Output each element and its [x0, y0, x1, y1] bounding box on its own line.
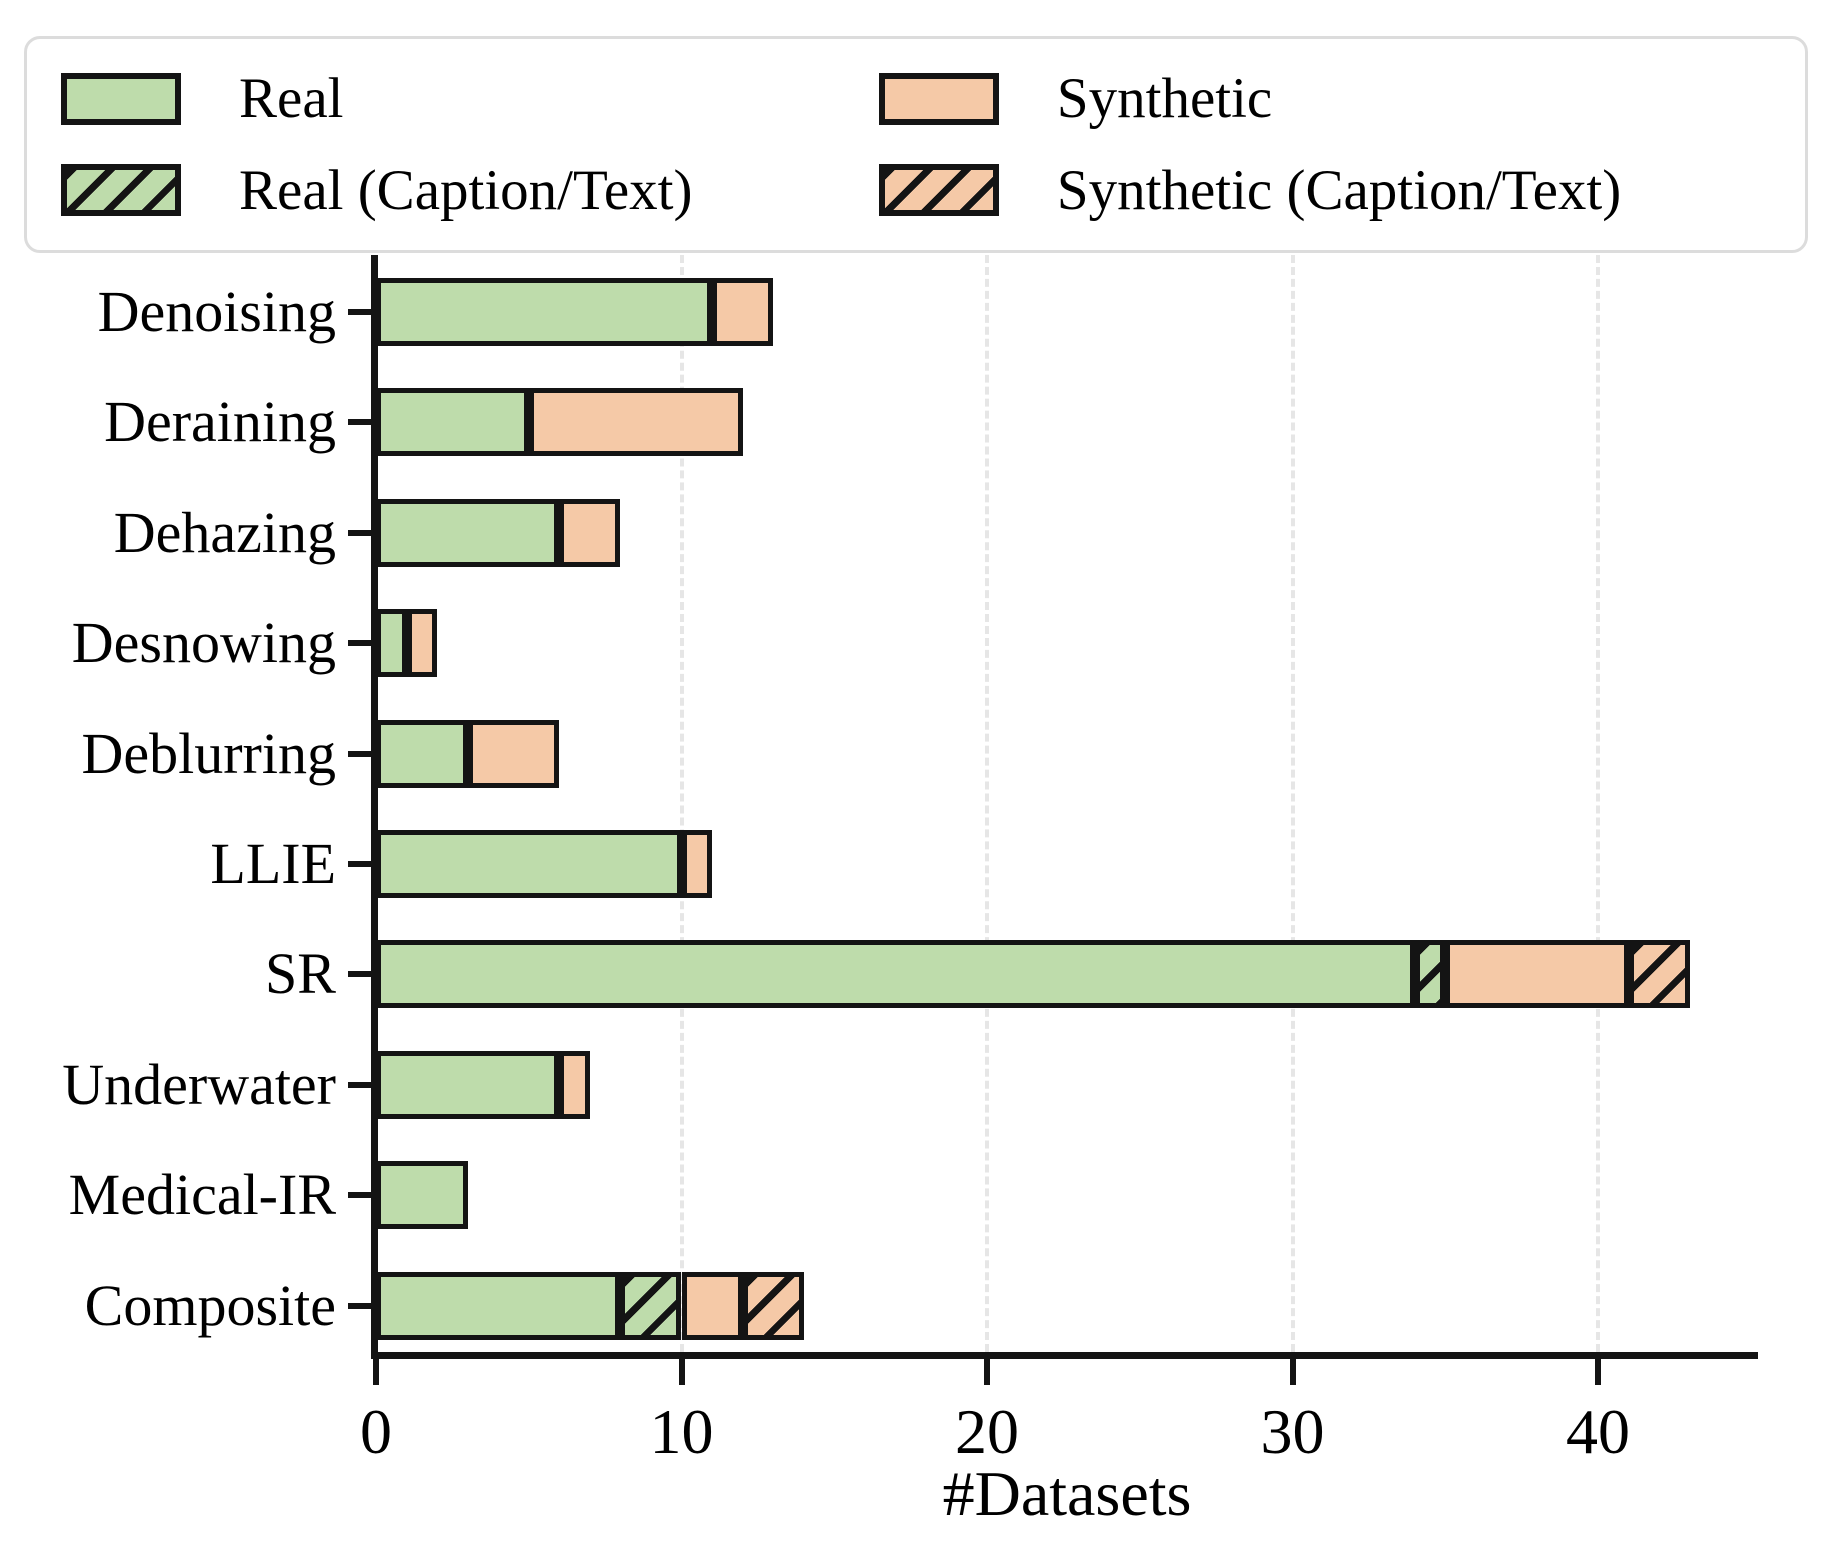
bar-segment-real: [376, 1271, 621, 1340]
x-tick-label: 40: [1566, 1396, 1630, 1467]
y-tick-label: Desnowing: [71, 610, 336, 676]
y-tick-mark: [348, 1081, 371, 1088]
y-tick-mark: [348, 1192, 371, 1199]
y-tick-mark: [348, 529, 371, 536]
y-axis-spine: [371, 255, 378, 1359]
y-tick-mark: [348, 750, 371, 757]
x-axis-label: #Datasets: [942, 1458, 1192, 1529]
legend-item-synthetic-hatched: Synthetic (Caption/Text): [878, 158, 1795, 222]
y-tick-mark: [348, 309, 371, 315]
bar-segment-real: [376, 1161, 468, 1230]
legend-swatch-synthetic-solid: [878, 72, 999, 125]
bar-segment-real: [376, 830, 682, 898]
y-tick-label: LLIE: [210, 831, 336, 896]
bar-segment-synthetic: [712, 278, 774, 346]
gridline-x20: [985, 255, 989, 1352]
bar-segment-real: [376, 719, 468, 788]
legend-label: Real: [239, 67, 344, 131]
x-tick-mark: [373, 1359, 379, 1385]
gridline-x30: [1290, 255, 1295, 1352]
bar-segment-synthetic: [681, 1271, 743, 1340]
y-tick-label: Medical-IR: [68, 1162, 336, 1228]
legend-item-real-hatched: Real (Caption/Text): [61, 162, 879, 219]
legend-swatch-real-solid: [61, 72, 181, 125]
legend: Real Real (Caption/Text) Synthetic Syntheti…: [24, 36, 1808, 253]
x-tick-label: 10: [649, 1396, 714, 1467]
y-tick-mark: [348, 971, 371, 978]
bar-segment-synthetic: [559, 1050, 590, 1119]
legend-swatch-real-hatched: [61, 164, 181, 217]
bar-segment-synthetic: [559, 498, 621, 567]
y-tick-mark: [348, 861, 371, 867]
bar-segment-real-caption-text: [1414, 940, 1446, 1009]
y-tick-label: Deblurring: [81, 720, 337, 786]
legend-label: Synthetic (Caption/Text): [1056, 158, 1622, 222]
x-tick-mark: [1289, 1359, 1296, 1385]
bar-segment-real: [376, 388, 529, 457]
y-tick-label: Deraining: [104, 389, 336, 455]
bar-segment-synthetic: [681, 830, 713, 898]
legend-swatch-synthetic-hatched: [878, 164, 999, 217]
bar-segment-real: [376, 940, 1415, 1009]
bar-segment-synthetic: [528, 388, 743, 457]
gridline-x40: [1596, 255, 1600, 1352]
bar-segment-synthetic: [1445, 940, 1629, 1009]
y-tick-label: Underwater: [62, 1051, 336, 1117]
bar-segment-real: [376, 609, 407, 678]
x-tick-mark: [1595, 1359, 1601, 1385]
legend-item-real-solid: Real: [61, 70, 879, 127]
bar-segment-real: [376, 278, 713, 346]
x-tick-label: 20: [955, 1396, 1019, 1467]
x-tick-label: 0: [360, 1396, 392, 1467]
legend-label: Synthetic: [1056, 67, 1273, 131]
bar-segment-synthetic-caption-text: [1628, 940, 1690, 1009]
bar-segment-real: [376, 1050, 560, 1119]
bar-segment-synthetic-caption-text: [742, 1271, 804, 1340]
x-tick-label: 30: [1260, 1396, 1325, 1467]
x-tick-mark: [678, 1359, 685, 1385]
bar-segment-synthetic: [467, 719, 560, 788]
y-tick-label: Denoising: [97, 279, 336, 344]
y-tick-mark: [348, 1302, 371, 1309]
x-axis-line: [371, 1352, 1758, 1359]
y-tick-label: SR: [265, 941, 336, 1007]
bar-segment-real-caption-text: [620, 1271, 682, 1340]
bar-segment-synthetic: [406, 609, 438, 678]
legend-label: Real (Caption/Text): [239, 158, 693, 222]
y-tick-mark: [348, 419, 371, 426]
legend-item-synthetic-solid: Synthetic: [878, 67, 1795, 131]
y-tick-label: Composite: [84, 1272, 336, 1338]
x-tick-mark: [984, 1359, 990, 1385]
bar-segment-real: [376, 498, 560, 567]
gridline-x10: [679, 255, 684, 1352]
y-tick-mark: [348, 640, 371, 647]
y-tick-label: Dehazing: [113, 499, 336, 565]
